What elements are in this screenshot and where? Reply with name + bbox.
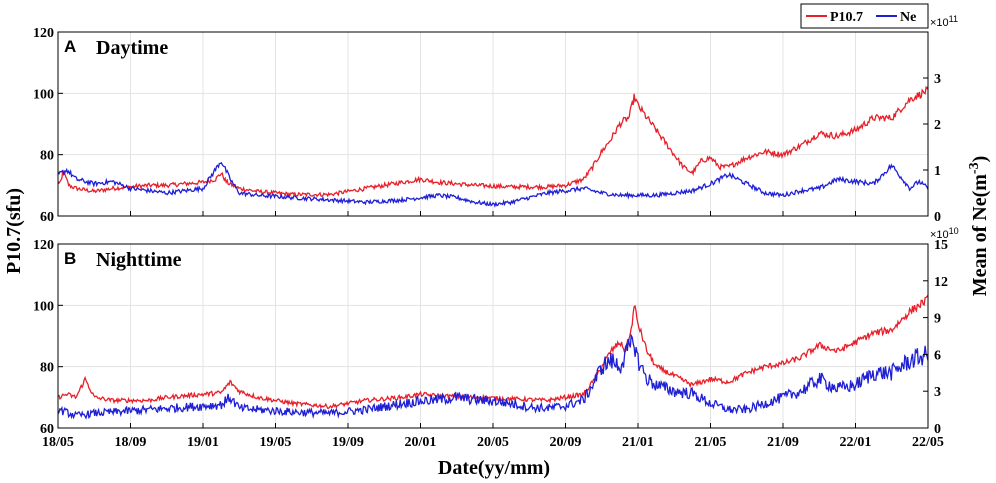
legend-label-ne: Ne [900,10,916,25]
y-axis-label-right-close: ) [969,156,991,163]
panel-a-ytick-right-label: 0 [934,210,941,225]
y-axis-label-right-main: Mean of Ne(m [969,174,991,297]
panel-a-series-p107-line [58,85,928,198]
x-axis-label: Date(yy/mm) [438,457,550,479]
panel-b-series-p107-line [58,294,928,410]
panel-a: 60 80 100 120 0 1 2 3 ×1011 A Daytime [33,14,958,225]
panel-a-ytick-right-label: 1 [934,164,941,179]
panel-b-letter: B [64,249,76,268]
panel-a-ytick-left-label: 60 [40,210,54,225]
x-tick-label: 21/01 [622,435,654,450]
legend-label-p107: P10.7 [830,10,863,25]
y-axis-label-right: Mean of Ne(m-3) [967,156,991,297]
panel-a-ytick-right-label: 2 [934,118,941,133]
panel-b-right-exponent: ×1010 [930,226,959,241]
panel-a-title: Daytime [96,37,168,59]
panel-a-ytick-left-label: 80 [40,149,54,164]
panel-b-ytick-right-label: 15 [934,238,948,253]
x-tick-label: 18/09 [115,435,147,450]
panel-a-ytick-left-label: 100 [33,87,54,102]
x-tick-label: 22/01 [840,435,872,450]
panel-b-ytick-right-label: 9 [934,312,941,327]
x-tick-label: 22/05 [912,435,944,450]
y-axis-label-right-exp: -3 [967,162,982,174]
panel-b: 60 80 100 120 0 3 6 9 12 15×1010 B Nighttime [33,226,959,437]
panel-a-grid [57,31,929,217]
x-tick-label: 19/01 [187,435,219,450]
panel-b-ytick-left-label: 100 [33,299,54,314]
panel-b-ytick-right-label: 3 [934,385,941,400]
x-tick-label: 19/09 [332,435,364,450]
x-tick-label: 20/09 [550,435,582,450]
panel-b-title: Nighttime [96,249,182,271]
panel-b-ytick-right-label: 6 [934,348,941,363]
panel-a-series-ne-line [58,161,928,208]
panel-a-ytick-right-label: 3 [934,72,941,87]
y-axis-label-left: P10.7(sfu) [3,188,25,274]
x-tick-label: 20/05 [477,435,509,450]
x-tick-label: 18/05 [42,435,74,450]
panel-b-series-ne-line [58,333,928,420]
x-tick-label: 21/09 [767,435,799,450]
panel-a-ytick-left-label: 120 [33,26,54,41]
x-tick-label: 20/01 [405,435,437,450]
panel-b-ytick-left-label: 120 [33,238,54,253]
x-tick-label: 19/05 [260,435,292,450]
panel-b-ytick-right-label: 12 [934,275,948,290]
panel-a-letter: A [64,37,76,56]
panel-b-ytick-left-label: 60 [40,422,54,437]
panel-a-right-exponent: ×1011 [930,14,958,29]
legend: P10.7 Ne [800,3,929,29]
x-tick-label: 21/05 [695,435,727,450]
panel-b-ytick-left-label: 80 [40,361,54,376]
panel-b-ytick-right-label: 0 [934,422,941,437]
